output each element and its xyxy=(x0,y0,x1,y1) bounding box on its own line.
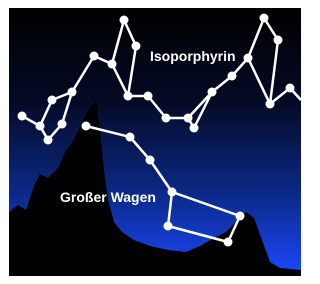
star-node xyxy=(68,88,77,97)
star-node xyxy=(274,36,283,45)
star-node xyxy=(260,14,269,23)
star-node xyxy=(144,92,153,101)
star-node xyxy=(168,188,177,197)
star-node xyxy=(90,52,99,61)
star-node xyxy=(36,122,45,131)
star-node xyxy=(44,136,53,145)
star-node xyxy=(132,42,141,51)
star-node xyxy=(124,92,133,101)
star-node xyxy=(18,112,27,121)
star-node xyxy=(236,212,245,221)
star-node xyxy=(82,122,91,131)
star-node xyxy=(286,84,295,93)
star-node xyxy=(58,120,67,129)
star-node xyxy=(146,156,155,165)
star-node xyxy=(162,114,171,123)
molecule-label: Isoporphyrin xyxy=(150,48,236,64)
constellation-label: Großer Wagen xyxy=(60,189,156,205)
star-node xyxy=(48,96,57,105)
star-node xyxy=(266,100,275,109)
star-node xyxy=(108,60,117,69)
star-node xyxy=(164,222,173,231)
star-node xyxy=(228,72,237,81)
star-node xyxy=(244,54,253,63)
star-node xyxy=(208,88,217,97)
star-node xyxy=(120,16,129,25)
star-node xyxy=(190,124,199,133)
page: Isoporphyrin Großer Wagen (() => { const… xyxy=(0,0,308,284)
star-node xyxy=(126,133,135,142)
illustration: Isoporphyrin Großer Wagen xyxy=(0,0,308,284)
star-node xyxy=(224,238,233,247)
star-node xyxy=(184,114,193,123)
